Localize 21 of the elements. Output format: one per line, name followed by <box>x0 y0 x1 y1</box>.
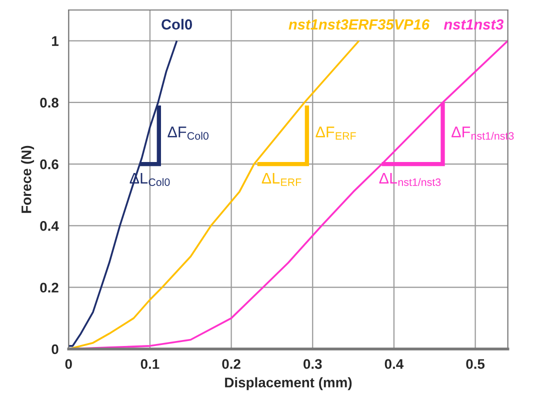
x-tick-label: 0.1 <box>140 359 160 369</box>
y-tick-label: 1 <box>52 36 59 46</box>
series-label: nst1nst3 <box>444 19 504 30</box>
x-tick-label: 0.5 <box>466 359 485 369</box>
x-tick-label: 0.4 <box>384 359 404 369</box>
x-tick-label: 0.3 <box>304 359 322 369</box>
series-label: Col0 <box>162 18 192 30</box>
annotation: ΔF$_{ERF}$ <box>316 126 356 140</box>
y-tick-label: 0.8 <box>40 98 58 108</box>
x-tick-label: 0 <box>65 359 72 369</box>
y-tick-label: 0.2 <box>40 282 58 293</box>
y-tick-label: 0 <box>52 344 58 354</box>
y-axis-title: Forece (N) <box>21 146 34 213</box>
x-tick-label: 0.2 <box>222 359 240 369</box>
annotation: ΔF$_{Col0}$ <box>168 126 208 140</box>
y-tick-label: 0.6 <box>40 159 58 170</box>
series-label: nst1nst3ERF35VP16 <box>288 19 430 30</box>
x-axis-title: Displacement (mm) <box>225 377 352 390</box>
y-tick-label: 0.4 <box>40 221 59 231</box>
annotation: ΔL$_{nst1/nst3}$ <box>379 172 441 186</box>
annotation: ΔL$_{ERF}$ <box>262 172 302 186</box>
